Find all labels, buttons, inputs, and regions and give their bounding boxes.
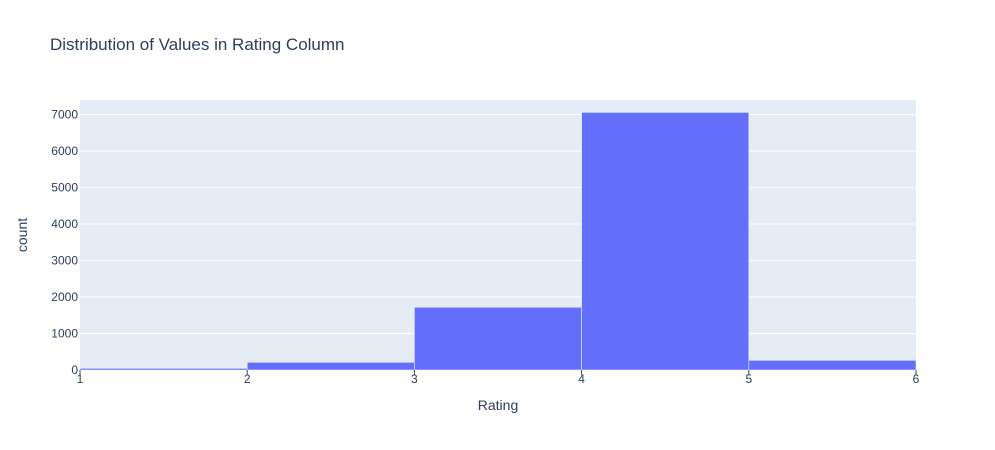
x-axis-title: Rating: [478, 397, 518, 413]
histogram-bar: [79, 368, 248, 371]
histogram-bar: [748, 360, 917, 371]
bars: [79, 112, 917, 371]
histogram-bar: [581, 112, 750, 371]
y-tick-label: 4000: [51, 217, 78, 231]
x-tick-label: 1: [77, 372, 84, 386]
y-tick-label: 5000: [51, 181, 78, 195]
y-tick-label: 7000: [51, 108, 78, 122]
histogram-bar: [414, 306, 582, 371]
gridlines: [80, 114, 916, 335]
y-tick-label: 0: [71, 363, 78, 377]
y-tick-label: 3000: [51, 254, 78, 268]
y-tick-label: 2000: [51, 290, 78, 304]
y-tick-label: 6000: [51, 144, 78, 158]
x-tick-label: 5: [745, 372, 752, 386]
x-tick-label: 4: [578, 372, 585, 386]
x-axis-ticks: 1 2 3 4 5 6: [77, 370, 920, 386]
x-tick-label: 3: [411, 372, 418, 386]
y-axis-ticks: 0 1000 2000 3000 4000 5000 6000 7000: [51, 108, 78, 377]
x-tick-label: 6: [913, 372, 920, 386]
x-tick-label: 2: [244, 372, 251, 386]
y-tick-label: 1000: [51, 327, 78, 341]
chart-title: Distribution of Values in Rating Column: [50, 35, 345, 54]
histogram-bar: [246, 362, 415, 371]
y-axis-title: count: [14, 218, 30, 252]
